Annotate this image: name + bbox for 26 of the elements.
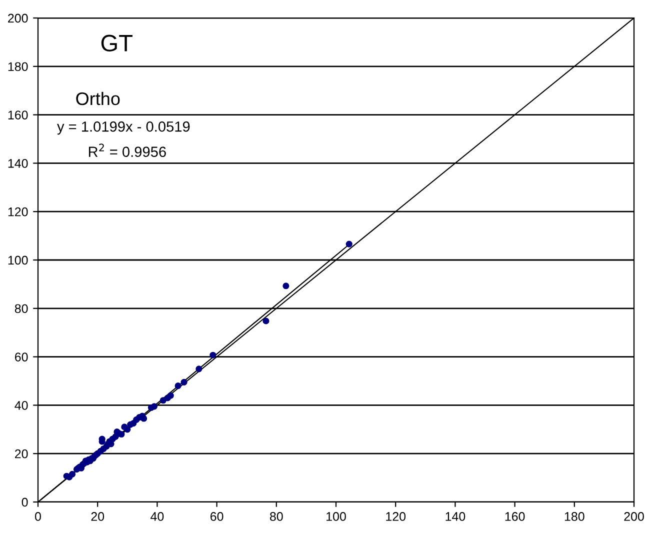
x-tick-label: 200 [624,512,644,521]
y-tick-label: 20 [15,449,28,458]
y-tick-label: 60 [15,352,28,362]
x-tick-label: 140 [446,512,466,521]
x-tick-label: 180 [564,512,584,521]
y-tick-label: 40 [14,401,28,410]
x-tick-label: 100 [326,512,346,521]
y-tick-label: 200 [8,14,28,23]
x-tick-label: 40 [150,512,164,521]
annotation: R$^{2}$ = 0.9956 [88,144,166,157]
x-tick-label: 80 [270,512,283,521]
y-tick-label: 160 [8,110,28,120]
y-tick-label: 100 [8,256,28,265]
x-tick-label: 0 [35,512,41,521]
annotation: y = 1.0199x - 0.0519 [57,121,190,135]
x-tick-label: 20 [91,512,104,521]
x-tick-label: 120 [386,512,406,521]
y-tick-label: 180 [8,62,28,72]
annotation: GT [101,34,132,52]
y-tick-label: 120 [8,207,28,216]
x-tick-label: 60 [210,512,224,521]
y-tick-label: 140 [8,159,28,168]
y-tick-label: 80 [14,304,28,314]
annotation: Ortho [76,92,120,106]
x-tick-label: 160 [505,512,525,521]
y-tick-label: 0 [22,498,28,507]
